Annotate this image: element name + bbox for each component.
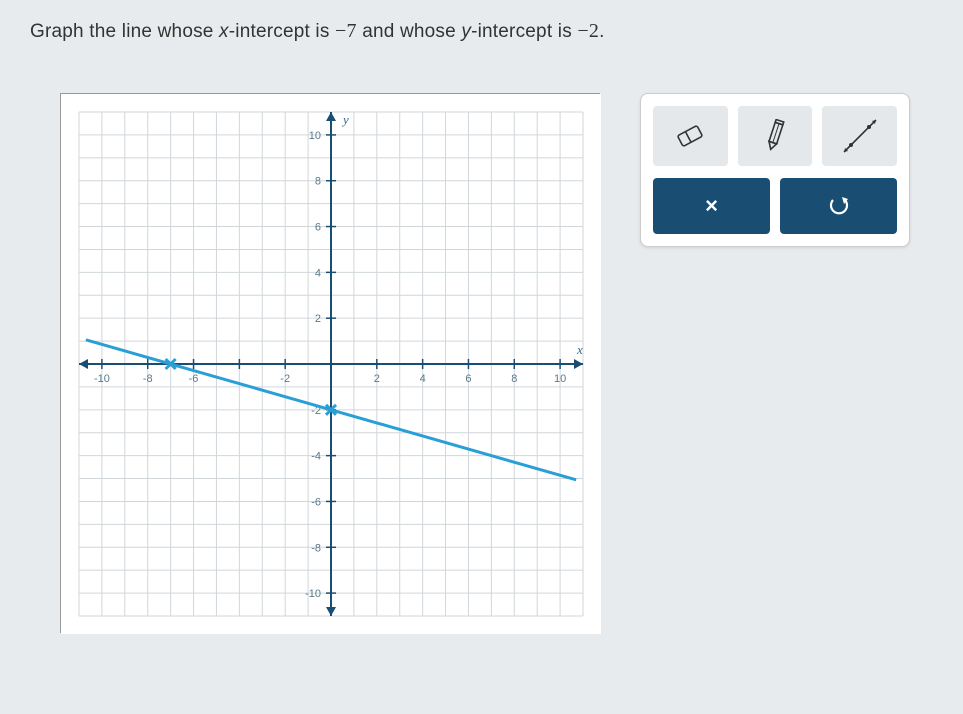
- svg-text:-6: -6: [311, 496, 321, 508]
- q-xval: −7: [335, 20, 357, 42]
- svg-text:-10: -10: [305, 588, 321, 600]
- undo-button[interactable]: [780, 178, 897, 234]
- svg-text:8: 8: [511, 373, 517, 385]
- svg-text:-8: -8: [311, 542, 321, 554]
- graph-svg: -10-8-6-2246810-10-8-6-4-2246810yx: [61, 94, 601, 634]
- svg-text:4: 4: [420, 373, 426, 385]
- svg-text:10: 10: [309, 130, 321, 142]
- svg-text:8: 8: [315, 176, 321, 188]
- svg-text:-4: -4: [311, 451, 321, 463]
- clear-button[interactable]: ×: [653, 178, 770, 234]
- svg-text:6: 6: [315, 222, 321, 234]
- close-icon: ×: [705, 193, 718, 219]
- q-yval: −2: [577, 20, 599, 42]
- q-suffix: .: [599, 21, 604, 42]
- undo-icon: [826, 193, 852, 219]
- pencil-button[interactable]: [738, 106, 813, 166]
- q-ytext: -intercept is: [471, 21, 577, 42]
- svg-text:6: 6: [465, 373, 471, 385]
- q-yvar: y: [461, 21, 471, 42]
- q-mid: and whose: [357, 21, 462, 42]
- svg-text:y: y: [341, 112, 349, 127]
- svg-text:2: 2: [315, 313, 321, 325]
- svg-text:4: 4: [315, 267, 321, 279]
- svg-text:-2: -2: [280, 373, 290, 385]
- svg-text:x: x: [576, 342, 583, 357]
- q-xtext: -intercept is: [229, 21, 335, 42]
- pencil-icon: [760, 119, 790, 153]
- svg-text:-6: -6: [189, 373, 199, 385]
- svg-text:10: 10: [554, 373, 566, 385]
- svg-text:-10: -10: [94, 373, 110, 385]
- question-text: Graph the line whose x-intercept is −7 a…: [30, 20, 933, 43]
- line-tool-icon: [838, 114, 882, 158]
- q-prefix: Graph the line whose: [30, 21, 219, 42]
- svg-text:-8: -8: [143, 373, 153, 385]
- tool-panel: ×: [640, 93, 910, 247]
- q-xvar: x: [219, 21, 229, 42]
- eraser-icon: [673, 122, 707, 150]
- line-tool-button[interactable]: [822, 106, 897, 166]
- eraser-button[interactable]: [653, 106, 728, 166]
- svg-text:2: 2: [374, 373, 380, 385]
- graph-canvas[interactable]: -10-8-6-2246810-10-8-6-4-2246810yx: [60, 93, 600, 633]
